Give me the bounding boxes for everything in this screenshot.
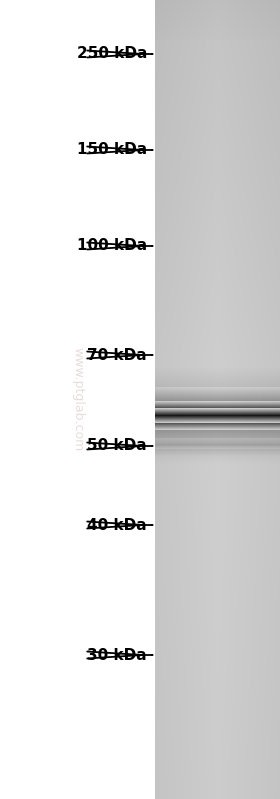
Text: 50 kDa: 50 kDa xyxy=(87,439,147,454)
Text: 100 kDa: 100 kDa xyxy=(77,238,147,253)
Text: 70 kDa: 70 kDa xyxy=(87,348,147,363)
Text: 30 kDa: 30 kDa xyxy=(87,647,147,662)
Text: 250 kDa: 250 kDa xyxy=(77,46,147,62)
Text: 40 kDa: 40 kDa xyxy=(87,518,147,532)
Text: www.ptglab.com: www.ptglab.com xyxy=(72,348,85,451)
Text: 150 kDa: 150 kDa xyxy=(77,142,147,157)
